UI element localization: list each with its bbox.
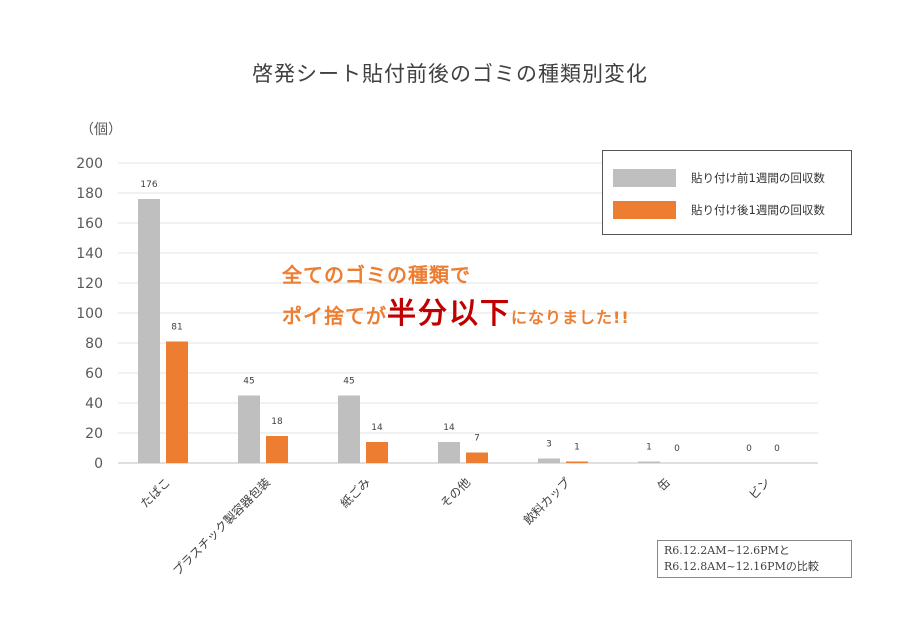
legend-label-before: 貼り付け前1週間の回収数 [691, 171, 825, 185]
bar-value-label: 0 [746, 444, 752, 454]
bar [566, 461, 588, 463]
y-tick-label: 100 [76, 306, 103, 322]
bar [266, 436, 288, 463]
bar [538, 458, 560, 463]
y-tick-label: 0 [94, 456, 103, 472]
bar-value-label: 0 [774, 444, 780, 454]
y-axis-unit-label: （個） [80, 122, 122, 138]
y-tick-label: 200 [76, 156, 103, 172]
x-category-label: その他 [438, 475, 473, 510]
legend-swatch-after [613, 201, 676, 219]
bar-value-label: 18 [271, 417, 283, 427]
callout-suffix: になりました!! [511, 308, 630, 327]
bar [166, 341, 188, 463]
x-category-label: たばこ [138, 475, 173, 510]
bar-value-label: 45 [343, 377, 354, 387]
bar-value-label: 176 [140, 180, 157, 190]
bar-value-label: 3 [546, 440, 552, 450]
bar [138, 199, 160, 463]
x-category-label: ビン [746, 475, 773, 502]
y-tick-label: 80 [85, 336, 103, 352]
bar [238, 395, 260, 463]
y-tick-label: 60 [85, 366, 103, 382]
y-tick-label: 140 [76, 246, 103, 262]
y-tick-label: 20 [85, 426, 103, 442]
note-line1: R6.12.2AM~12.6PMと [664, 544, 790, 557]
legend-swatch-before [613, 169, 676, 187]
bar-value-label: 14 [371, 423, 383, 433]
y-tick-label: 40 [85, 396, 103, 412]
bar-value-label: 81 [171, 323, 182, 333]
legend-label-after: 貼り付け後1週間の回収数 [691, 203, 825, 217]
bar-value-label: 0 [674, 444, 680, 454]
bars [138, 199, 660, 463]
bar-value-label: 45 [243, 377, 254, 387]
callout-emphasis: 半分以下 [387, 296, 512, 330]
x-category-label: 缶 [655, 475, 673, 493]
comparison-note: R6.12.2AM~12.6PMと R6.12.8AM~12.16PMの比較 [657, 540, 852, 578]
note-line2: R6.12.8AM~12.16PMの比較 [664, 560, 819, 573]
y-axis-ticks: 0 20 40 60 80 100 120 140 160 180 200 [76, 156, 103, 472]
legend: 貼り付け前1週間の回収数 貼り付け後1週間の回収数 [602, 150, 852, 235]
callout-line2: ポイ捨てが半分以下になりました!! [282, 294, 630, 337]
bar-value-label: 7 [474, 434, 480, 444]
callout-annotation: 全てのゴミの種類で ポイ捨てが半分以下になりました!! [282, 256, 630, 337]
y-tick-label: 120 [76, 276, 103, 292]
bar-value-label: 1 [574, 443, 580, 453]
bar [366, 442, 388, 463]
callout-prefix: ポイ捨てが [282, 304, 387, 328]
value-labels: 176 81 45 18 45 14 14 7 3 1 1 0 0 0 [140, 180, 780, 454]
callout-line1: 全てのゴミの種類で [282, 263, 471, 287]
x-category-label: 紙ごみ [337, 475, 373, 511]
bar [466, 452, 488, 463]
y-tick-label: 160 [76, 216, 103, 232]
bar-value-label: 1 [646, 443, 652, 453]
chart-title: 啓発シート貼付前後のゴミの種類別変化 [252, 62, 648, 86]
bar-value-label: 14 [443, 423, 455, 433]
legend-item-after: 貼り付け後1週間の回収数 [613, 201, 825, 219]
bar [438, 442, 460, 463]
legend-item-before: 貼り付け前1週間の回収数 [613, 169, 825, 187]
x-category-label: 飲料カップ [520, 475, 573, 528]
x-category-label: プラスチック製容器包装 [169, 475, 273, 579]
bar [338, 395, 360, 463]
y-tick-label: 180 [76, 186, 103, 202]
bar [638, 461, 660, 463]
